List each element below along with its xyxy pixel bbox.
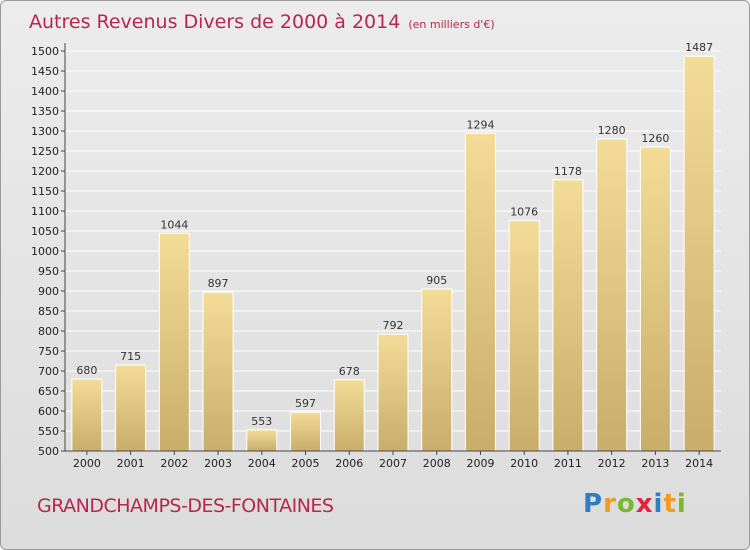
place-name: GRANDCHAMPS-DES-FONTAINES: [37, 495, 334, 517]
logo-letter: x: [635, 489, 654, 519]
x-tick-label-2007: 2007: [379, 457, 407, 470]
x-tick-label-2013: 2013: [641, 457, 669, 470]
x-tick-label-2000: 2000: [73, 457, 101, 470]
bar-2006: [333, 379, 365, 452]
x-tick-label-2004: 2004: [248, 457, 276, 470]
y-tick-label: 1150: [31, 185, 59, 198]
proxiti-logo[interactable]: Proxiti: [583, 489, 687, 519]
logo-letter: o: [616, 489, 636, 519]
logo-letter: r: [603, 489, 617, 519]
x-tick-label-2009: 2009: [466, 457, 494, 470]
data-label-2010: 1076: [510, 206, 538, 219]
data-label-2008: 905: [426, 274, 447, 287]
title-text: Autres Revenus Divers de 2000 à 2014: [29, 11, 401, 33]
bar-2010: [508, 220, 540, 452]
y-tick-label: 1450: [31, 65, 59, 78]
data-label-2011: 1178: [554, 165, 582, 178]
data-label-2003: 897: [208, 277, 229, 290]
y-tick-label: 550: [38, 425, 59, 438]
data-label-2002: 1044: [160, 218, 188, 231]
data-label-2009: 1294: [466, 118, 494, 131]
x-tick-label-2014: 2014: [685, 457, 713, 470]
x-tick-label-2001: 2001: [117, 457, 145, 470]
y-tick-label: 1100: [31, 205, 59, 218]
bars: 680 715 1044 897 553 597 678 792 905 1294 1076 1178…: [71, 41, 715, 452]
bar-2004: [246, 429, 278, 452]
logo-letter: i: [676, 489, 687, 519]
bar-2005: [290, 411, 322, 452]
x-tick-label-2002: 2002: [160, 457, 188, 470]
y-tick-label: 1050: [31, 225, 59, 238]
x-tick-label-2011: 2011: [554, 457, 582, 470]
x-tick-label-2010: 2010: [510, 457, 538, 470]
y-tick-label: 800: [38, 325, 59, 338]
bar-2003: [202, 291, 234, 452]
bar-2002: [158, 232, 190, 452]
y-tick-label: 1250: [31, 145, 59, 158]
y-tick-label: 1500: [31, 45, 59, 58]
data-label-2013: 1260: [641, 132, 669, 145]
logo-letter: t: [663, 489, 677, 519]
y-tick-label: 750: [38, 345, 59, 358]
data-label-2004: 553: [251, 415, 272, 428]
x-tick-label-2003: 2003: [204, 457, 232, 470]
x-tick-label-2006: 2006: [335, 457, 363, 470]
bar-2007: [377, 333, 409, 452]
bar-2009: [464, 132, 496, 452]
y-tick-label: 1400: [31, 85, 59, 98]
data-label-2007: 792: [383, 319, 404, 332]
y-tick-label: 1300: [31, 125, 59, 138]
y-tick-label: 600: [38, 405, 59, 418]
data-label-2012: 1280: [598, 124, 626, 137]
data-label-2006: 678: [339, 365, 360, 378]
y-tick-label: 700: [38, 365, 59, 378]
data-label-2001: 715: [120, 350, 141, 363]
y-tick-label: 650: [38, 385, 59, 398]
bar-2014: [683, 55, 715, 452]
data-label-2005: 597: [295, 397, 316, 410]
chart-title: Autres Revenus Divers de 2000 à 2014 (en …: [29, 11, 495, 33]
y-tick-label: 1000: [31, 245, 59, 258]
logo-letter: i: [653, 489, 664, 519]
y-tick-label: 1350: [31, 105, 59, 118]
bar-2001: [115, 364, 147, 452]
logo-letter: P: [583, 489, 604, 519]
data-label-2000: 680: [76, 364, 97, 377]
y-tick-label: 950: [38, 265, 59, 278]
y-tick-label: 1200: [31, 165, 59, 178]
y-tick-label: 850: [38, 305, 59, 318]
bar-2011: [552, 179, 584, 452]
x-tick-label-2008: 2008: [423, 457, 451, 470]
bar-2012: [596, 138, 628, 452]
data-label-2014: 1487: [685, 41, 713, 54]
y-tick-label: 500: [38, 445, 59, 458]
title-unit: (en milliers d'€): [408, 18, 495, 31]
x-tick-label-2012: 2012: [598, 457, 626, 470]
bar-2013: [639, 146, 671, 452]
x-tick-label-2005: 2005: [292, 457, 320, 470]
axes: 500 550 600 650 700 750 800 850 900 950 1000 1050 11…: [31, 43, 721, 470]
bar-2008: [421, 288, 453, 452]
bar-2000: [71, 378, 103, 452]
y-tick-label: 900: [38, 285, 59, 298]
